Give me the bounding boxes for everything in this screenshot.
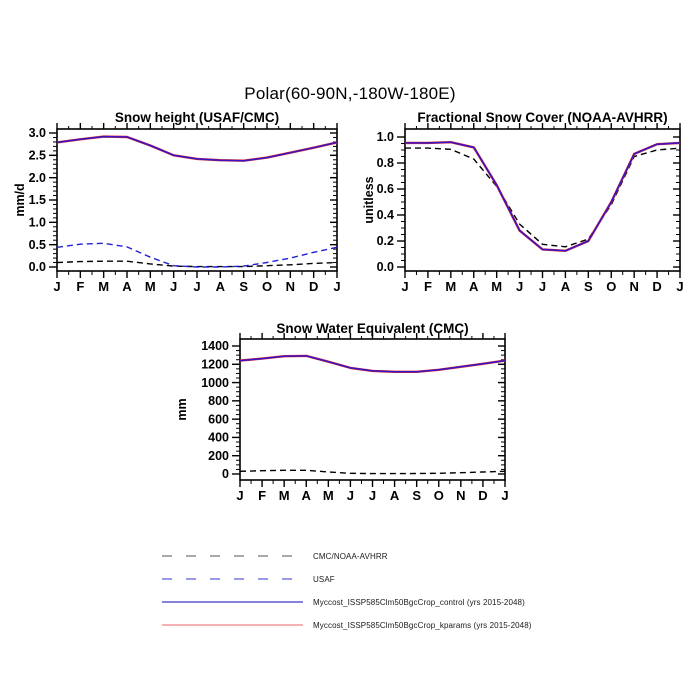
- y-tick-label: 800: [208, 394, 229, 408]
- x-tick-label: M: [323, 488, 334, 503]
- series-line: [56, 135, 338, 162]
- x-tick-label: J: [236, 488, 243, 503]
- x-tick-label: S: [412, 488, 421, 503]
- chart-title: Fractional Snow Cover (NOAA-AVHRR): [417, 110, 667, 125]
- chart-title: Snow Water Equivalent (CMC): [276, 321, 468, 336]
- x-tick-label: F: [424, 279, 432, 294]
- series-line: [56, 135, 338, 162]
- legend-line-sample: [162, 555, 303, 557]
- x-tick-label: A: [122, 279, 132, 294]
- legend-item-usaf: USAF: [160, 572, 335, 586]
- x-tick-label: J: [676, 279, 683, 294]
- page-title: Polar(60-90N,-180W-180E): [244, 84, 456, 103]
- legend-item-label: USAF: [313, 574, 335, 584]
- legend-item-cmc-noaa-avhrr: CMC/NOAA-AVHRR: [160, 549, 388, 563]
- x-tick-label: J: [401, 279, 408, 294]
- x-tick-label: J: [53, 279, 60, 294]
- y-tick-label: 3.0: [29, 126, 46, 140]
- x-tick-label: S: [239, 279, 248, 294]
- x-tick-label: N: [286, 279, 295, 294]
- x-tick-label: J: [333, 279, 340, 294]
- x-tick-label: J: [170, 279, 177, 294]
- x-tick-label: J: [369, 488, 376, 503]
- y-tick-label: 1200: [201, 357, 229, 371]
- x-tick-label: J: [539, 279, 546, 294]
- chart-title: Snow height (USAF/CMC): [115, 110, 279, 125]
- x-tick-label: J: [193, 279, 200, 294]
- x-tick-label: D: [478, 488, 487, 503]
- x-tick-label: J: [347, 488, 354, 503]
- x-tick-label: M: [491, 279, 502, 294]
- y-tick-label: 0.0: [377, 260, 394, 274]
- y-tick-label: 0.6: [377, 182, 394, 196]
- y-tick-label: 400: [208, 431, 229, 445]
- series-line: [239, 354, 506, 373]
- y-axis-label: mm/d: [13, 183, 27, 216]
- series-line: [239, 469, 506, 475]
- y-tick-label: 0.8: [377, 156, 394, 170]
- x-tick-label: M: [279, 488, 290, 503]
- x-tick-label: M: [145, 279, 156, 294]
- series-line: [56, 260, 338, 268]
- x-tick-label: J: [501, 488, 508, 503]
- y-tick-label: 1000: [201, 376, 229, 390]
- y-axis-label: mm: [175, 398, 189, 420]
- x-tick-label: O: [606, 279, 616, 294]
- y-tick-label: 0.5: [29, 238, 46, 252]
- series-line: [239, 355, 506, 373]
- chart-panel: 0.00.20.40.60.81.0J F M A M J J A S O N D JFractiona…: [362, 110, 684, 294]
- plot-frame: [56, 128, 338, 272]
- legend-line-sample: [162, 601, 303, 603]
- x-tick-label: M: [445, 279, 456, 294]
- x-tick-label: A: [216, 279, 226, 294]
- x-tick-label: A: [390, 488, 400, 503]
- x-tick-label: N: [629, 279, 638, 294]
- x-tick-label: F: [258, 488, 266, 503]
- x-tick-label: J: [516, 279, 523, 294]
- y-axis-label: unitless: [362, 176, 376, 223]
- series-line: [405, 140, 681, 253]
- x-tick-label: D: [652, 279, 661, 294]
- x-tick-label: O: [434, 488, 444, 503]
- legend-item-label: CMC/NOAA-AVHRR: [313, 551, 388, 561]
- x-tick-label: A: [302, 488, 312, 503]
- y-tick-label: 1400: [201, 339, 229, 353]
- plot-frame: [404, 128, 681, 272]
- y-tick-label: 200: [208, 449, 229, 463]
- legend-item-control-run: Myccost_ISSP585Clm50BgcCrop_control (yrs…: [160, 595, 525, 609]
- y-tick-label: 2.0: [29, 171, 46, 185]
- legend-line-sample: [162, 578, 303, 580]
- series-line: [56, 242, 338, 268]
- legend-item-kparams-run: Myccost_ISSP585Clm50BgcCrop_kparams (yrs…: [160, 618, 532, 632]
- x-tick-label: A: [469, 279, 479, 294]
- legend-item-label: Myccost_ISSP585Clm50BgcCrop_kparams (yrs…: [313, 620, 532, 630]
- legend-item-label: Myccost_ISSP585Clm50BgcCrop_control (yrs…: [313, 597, 525, 607]
- x-tick-label: F: [76, 279, 84, 294]
- x-tick-label: D: [309, 279, 318, 294]
- y-tick-label: 0.0: [29, 260, 46, 274]
- y-tick-label: 2.5: [29, 149, 46, 163]
- y-tick-label: 600: [208, 412, 229, 426]
- y-tick-label: 1.0: [29, 216, 46, 230]
- x-tick-label: A: [561, 279, 571, 294]
- plot-frame: [239, 338, 506, 481]
- x-tick-label: S: [584, 279, 593, 294]
- x-tick-label: N: [456, 488, 465, 503]
- y-tick-label: 1.0: [377, 130, 394, 144]
- series-line: [405, 147, 681, 248]
- y-tick-label: 0.4: [377, 208, 394, 222]
- y-tick-label: 1.5: [29, 193, 46, 207]
- x-tick-label: M: [98, 279, 109, 294]
- legend-line-sample: [162, 624, 303, 626]
- y-tick-label: 0.2: [377, 234, 394, 248]
- series-line: [405, 141, 681, 252]
- y-tick-label: 0: [222, 467, 229, 481]
- x-tick-label: O: [262, 279, 272, 294]
